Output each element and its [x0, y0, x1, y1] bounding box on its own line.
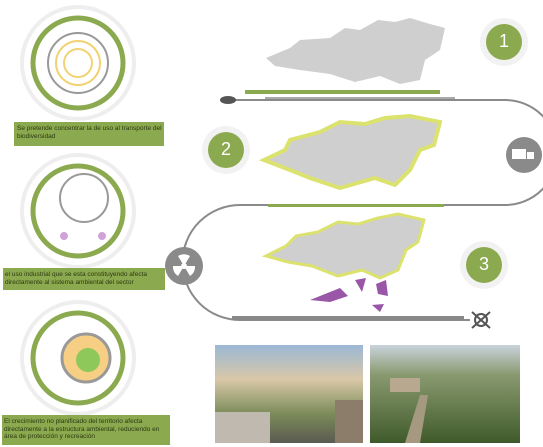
- concept-circle-3: [22, 302, 134, 414]
- map-2: [264, 116, 440, 188]
- infographic: 1 2 3 Se pretende concentrar la de uso a…: [0, 0, 543, 447]
- step-number: 3: [479, 254, 489, 274]
- bar: [245, 90, 440, 94]
- diagram-graphics: 1 2 3: [0, 0, 543, 447]
- photo-1: [215, 345, 363, 443]
- bar: [232, 316, 464, 320]
- affected-areas: [310, 278, 388, 312]
- map-3: [266, 214, 424, 278]
- step-number: 2: [221, 139, 231, 159]
- radiation-icon: [165, 247, 203, 285]
- step-number: 1: [499, 31, 509, 51]
- photo-2: [370, 345, 520, 443]
- concept-circle-1: [22, 7, 134, 119]
- truck-icon: [506, 137, 542, 173]
- map-1: [266, 18, 445, 84]
- caption: Se pretende concentrar la de uso al tran…: [17, 125, 162, 140]
- bar: [265, 97, 455, 99]
- leaf-icon: [220, 96, 236, 104]
- bar: [268, 204, 444, 207]
- caption: el uso industrial que se esta constituye…: [5, 271, 163, 286]
- caption: El crecimiento no planificado del territ…: [4, 418, 168, 441]
- concept-circle-2: [22, 155, 134, 267]
- skull-icon: [472, 312, 490, 328]
